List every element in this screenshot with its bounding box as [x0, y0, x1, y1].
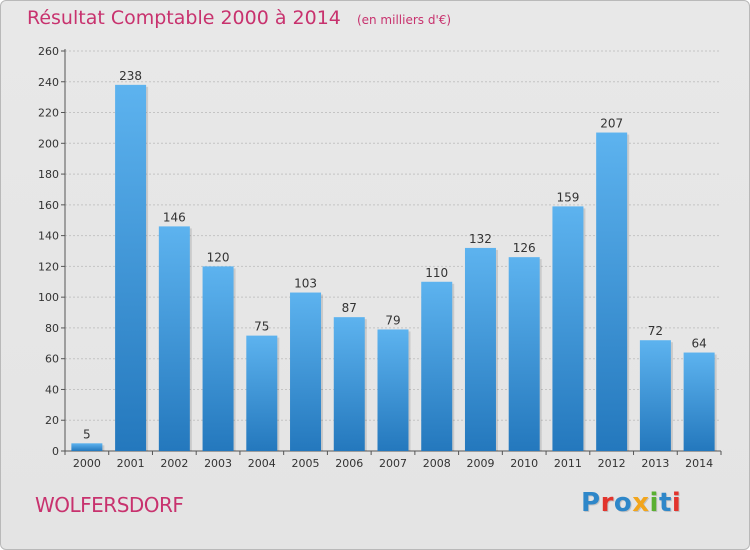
bar — [158, 226, 190, 451]
bar — [464, 247, 496, 451]
data-label: 64 — [691, 337, 706, 351]
data-label: 72 — [648, 324, 663, 338]
data-label: 103 — [294, 277, 317, 291]
bar — [421, 281, 453, 451]
y-tick-label: 240 — [38, 76, 59, 89]
x-tick-label: 2001 — [117, 457, 145, 470]
x-tick-label: 2008 — [423, 457, 451, 470]
bar — [377, 329, 409, 451]
bar — [202, 266, 234, 451]
x-tick-label: 2003 — [204, 457, 232, 470]
data-label: 5 — [83, 427, 91, 441]
x-tick-label: 2006 — [335, 457, 363, 470]
chart-title-text: Résultat Comptable 2000 à 2014 — [27, 7, 341, 29]
data-label: 146 — [163, 210, 186, 224]
logo-letter: x — [632, 488, 650, 518]
logo-letter: t — [658, 488, 672, 518]
data-label: 132 — [469, 232, 492, 246]
y-tick-label: 200 — [38, 137, 59, 150]
logo-letter: r — [600, 488, 614, 518]
data-label: 159 — [556, 190, 579, 204]
data-label: 126 — [513, 241, 536, 255]
logo-letter: i — [649, 488, 659, 518]
proxiti-logo: Proxiti — [581, 488, 681, 518]
x-tick-label: 2014 — [685, 457, 713, 470]
x-tick-label: 2011 — [554, 457, 582, 470]
x-tick-label: 2007 — [379, 457, 407, 470]
data-label: 110 — [425, 266, 448, 280]
y-tick-label: 120 — [38, 260, 59, 273]
bar — [333, 317, 365, 451]
y-tick-label: 100 — [38, 291, 59, 304]
bar — [71, 443, 103, 451]
y-tick-label: 140 — [38, 230, 59, 243]
data-label: 207 — [600, 117, 623, 131]
x-tick-label: 2009 — [466, 457, 494, 470]
y-tick-label: 0 — [52, 445, 59, 458]
bar — [596, 132, 628, 452]
bar — [115, 84, 147, 451]
data-label: 120 — [207, 250, 230, 264]
y-tick-label: 80 — [45, 322, 59, 335]
y-tick-label: 40 — [45, 383, 59, 396]
x-tick-label: 2002 — [160, 457, 188, 470]
bar — [508, 257, 540, 451]
x-tick-label: 2000 — [73, 457, 101, 470]
y-tick-label: 20 — [45, 414, 59, 427]
x-tick-label: 2004 — [248, 457, 276, 470]
bar — [639, 340, 671, 451]
y-tick-label: 220 — [38, 107, 59, 120]
bar — [683, 352, 715, 451]
y-tick-label: 260 — [38, 45, 59, 58]
x-tick-label: 2010 — [510, 457, 538, 470]
x-tick-label: 2005 — [292, 457, 320, 470]
y-tick-label: 180 — [38, 168, 59, 181]
bar — [246, 335, 278, 451]
municipality-name: WOLFERSDORF — [35, 493, 184, 517]
bar — [552, 206, 584, 451]
logo-letter: i — [671, 488, 682, 518]
x-tick-label: 2013 — [641, 457, 669, 470]
chart-title: Résultat Comptable 2000 à 2014 (en milli… — [27, 7, 451, 29]
logo-letter: P — [581, 488, 601, 518]
y-tick-label: 60 — [45, 353, 59, 366]
data-label: 75 — [254, 320, 269, 334]
data-label: 79 — [385, 313, 400, 327]
y-tick-label: 160 — [38, 199, 59, 212]
chart-unit: (en milliers d'€) — [356, 13, 452, 27]
x-tick-label: 2012 — [598, 457, 626, 470]
logo-letter: o — [613, 488, 633, 518]
bar — [290, 292, 322, 451]
data-label: 238 — [119, 69, 142, 83]
data-label: 87 — [342, 301, 357, 315]
